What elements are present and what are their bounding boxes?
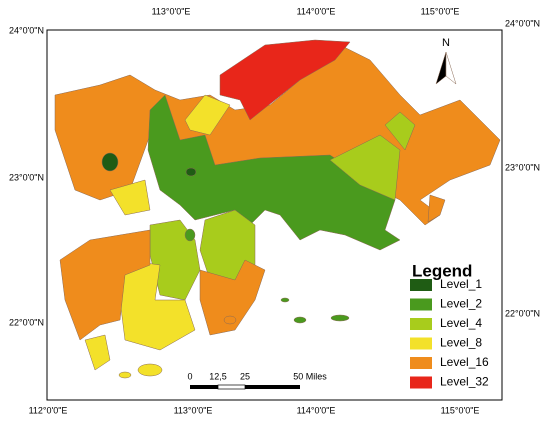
scale-segment	[245, 385, 300, 389]
scale-segment	[190, 385, 218, 389]
north-arrow	[445, 51, 457, 85]
legend-title: Legend	[412, 261, 472, 280]
region	[59, 229, 151, 341]
scale-segment	[217, 384, 246, 390]
region	[137, 363, 163, 377]
right-coord-label: 23°0'0"N	[505, 162, 540, 172]
scale-label: 50 Miles	[293, 371, 327, 381]
region	[109, 179, 151, 216]
region	[427, 194, 446, 223]
bottom-coord-label: 115°0'0"E	[441, 405, 480, 415]
region	[293, 316, 307, 324]
region	[118, 371, 132, 379]
legend-label: Level_32	[440, 375, 489, 389]
legend-swatch	[410, 376, 432, 389]
scale-label: 25	[240, 371, 250, 381]
bottom-coord-label: 114°0'0"E	[297, 405, 336, 415]
legend-swatch	[410, 357, 432, 369]
scale-label: 0	[187, 371, 192, 381]
scale-label: 12,5	[209, 371, 227, 381]
north-label: N	[442, 37, 450, 49]
left-coord-label: 23°0'0"N	[9, 172, 44, 182]
top-coord-label: 115°0'0"E	[421, 6, 460, 16]
legend-swatch	[410, 298, 432, 311]
right-coord-label: 22°0'0"N	[505, 308, 540, 318]
region	[184, 228, 196, 242]
legend-label: Level_16	[440, 355, 489, 369]
top-coord-label: 114°0'0"E	[297, 6, 336, 16]
right-coord-label: 24°0'0"N	[505, 18, 540, 28]
bottom-coord-label: 113°0'0"E	[174, 405, 213, 415]
region	[185, 167, 197, 177]
left-coord-label: 24°0'0"N	[9, 25, 44, 35]
region	[219, 39, 351, 121]
regions	[54, 39, 501, 379]
legend-label: Level_2	[440, 297, 482, 311]
region	[280, 297, 290, 303]
region	[329, 134, 401, 201]
region	[223, 315, 237, 325]
left-coord-label: 22°0'0"N	[9, 317, 44, 327]
region	[84, 334, 111, 371]
legend-swatch	[410, 318, 432, 330]
region	[330, 314, 350, 322]
top-coord-label: 113°0'0"E	[152, 6, 191, 16]
bottom-coord-label: 112°0'0"E	[29, 405, 68, 415]
region	[384, 111, 416, 151]
legend-swatch	[410, 279, 432, 291]
region	[147, 94, 401, 251]
region	[119, 259, 196, 351]
scale-bar	[190, 384, 300, 390]
legend-swatch	[410, 337, 432, 350]
region	[184, 94, 231, 136]
legend-label: Level_4	[440, 316, 482, 330]
region	[101, 152, 119, 172]
legend-label: Level_1	[440, 277, 482, 291]
region	[199, 259, 266, 336]
legend-label: Level_8	[440, 336, 482, 350]
